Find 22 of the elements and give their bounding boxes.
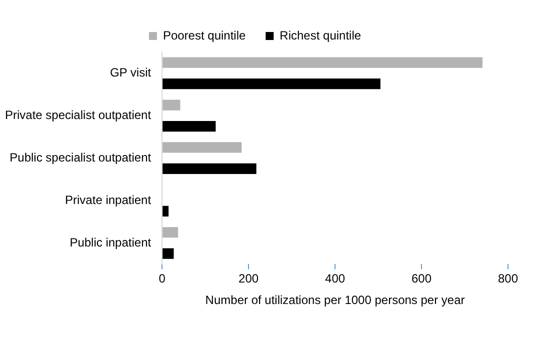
bar [162,57,482,68]
bar [162,248,174,259]
x-tick-label: 200 [238,272,259,286]
legend-label: Richest quintile [280,28,362,42]
x-tick-label: 800 [498,272,518,286]
y-tick-label: GP visit [110,66,152,80]
x-tick-label: 0 [158,272,166,286]
legend-label: Poorest quintile [162,28,246,42]
bar [162,227,178,238]
x-tick-label: 600 [412,272,432,286]
bar [162,142,242,153]
x-axis-title: Number of utilizations per 1000 persons per year [205,293,465,308]
y-tick-label: Public inpatient [70,235,152,250]
bar [162,120,216,132]
bar [162,206,169,216]
bar [162,163,256,174]
y-tick-label: Public specialist outpatient [10,150,152,164]
y-tick-label: Private inpatient [65,192,152,207]
bar [162,100,180,110]
bar [162,78,380,90]
x-tick-label: 400 [325,272,346,286]
y-tick-label: Private specialist outpatient [4,108,152,122]
